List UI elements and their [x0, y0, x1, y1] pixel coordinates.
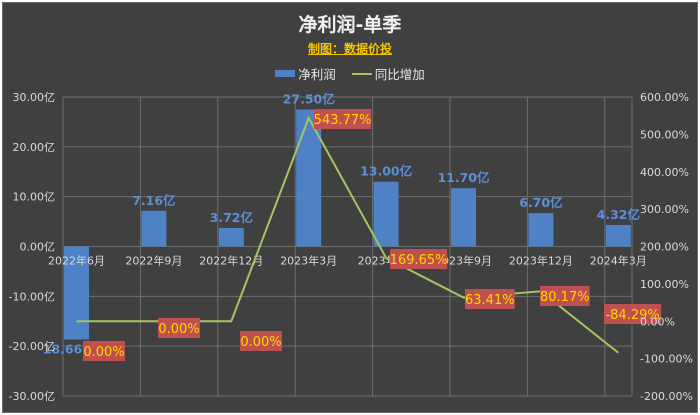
x-tick-label: 2023年3月 — [280, 254, 337, 268]
right-tick-label: -100.00% — [640, 353, 693, 366]
right-tick-label: 500.00% — [640, 128, 689, 141]
pct-label-box — [540, 286, 590, 306]
pct-label-box — [390, 249, 448, 269]
x-tick-label: 2023年9月 — [435, 254, 492, 268]
line-swatch-icon — [351, 72, 372, 75]
bar[interactable] — [296, 109, 322, 247]
left-tick-label: 10.00亿 — [13, 191, 56, 204]
pct-value-label: 169.65% — [390, 253, 448, 268]
pct-label-box — [158, 318, 200, 338]
pct-value-label: 80.17% — [540, 290, 590, 305]
right-tick-label: 100.00% — [640, 278, 689, 291]
left-tick-label: -10.00亿 — [9, 290, 55, 303]
pct-label-box — [314, 109, 372, 129]
bar[interactable] — [373, 181, 399, 247]
x-tick-label: 2022年12月 — [199, 254, 263, 268]
pct-label-box — [465, 289, 515, 309]
left-tick-label: 0.00亿 — [20, 241, 56, 254]
pct-value-label: 0.00% — [158, 322, 199, 337]
pct-label-box — [83, 341, 125, 361]
left-tick-label: -20.00亿 — [9, 340, 55, 353]
pct-value-label: -84.29% — [605, 308, 659, 323]
right-tick-label: 300.00% — [640, 203, 689, 216]
bar-value-label: 3.72亿 — [210, 210, 253, 225]
chart-subtitle: 制图：数据价投 — [307, 42, 392, 56]
bar[interactable] — [605, 224, 631, 247]
right-axis: 600.00% 500.00% 400.00% 300.00% 200.00% 100.0… — [640, 91, 693, 403]
bar-value-label: 4.32亿 — [597, 207, 640, 222]
right-tick-label: 600.00% — [640, 91, 689, 104]
pct-label-box — [604, 304, 662, 324]
left-tick-label: 30.00亿 — [13, 91, 56, 104]
bar-value-label: 11.70亿 — [437, 170, 489, 185]
bar-data-labels: 18.66 7.16亿 3.72亿 27.50亿 13.00亿 11.70亿 6.70亿 4.… — [43, 91, 640, 356]
bar[interactable] — [528, 213, 554, 247]
bar-value-label: 27.50亿 — [283, 91, 335, 106]
bar-series — [64, 109, 631, 340]
legend-label-net-profit: 净利润 — [298, 67, 336, 82]
bar-value-label: 6.70亿 — [519, 195, 562, 210]
left-axis: 30.00亿 20.00亿 10.00亿 0.00亿 -10.00亿 -20.00亿 -30… — [9, 91, 55, 403]
pct-label-box — [240, 331, 282, 351]
chart-title: 净利润-单季 — [298, 14, 402, 36]
bar[interactable] — [64, 246, 89, 340]
bar-swatch-icon — [275, 70, 296, 77]
left-tick-label: 20.00亿 — [13, 141, 56, 154]
bar[interactable] — [218, 227, 244, 247]
right-tick-label: -200.00% — [640, 390, 693, 403]
line-data-labels: 0.00% 0.00% 0.00% 543.77% 169.65% 63.41% 80.17… — [83, 109, 662, 361]
pct-value-label: 543.77% — [314, 113, 372, 128]
pct-value-label: 0.00% — [83, 345, 124, 360]
left-tick-label: -30.00亿 — [9, 390, 55, 403]
x-tick-label: 2023年12月 — [509, 254, 573, 268]
gridlines — [62, 96, 633, 397]
bar-value-label: 7.16亿 — [132, 193, 175, 208]
right-tick-label: 400.00% — [640, 166, 689, 179]
legend: 净利润 同比增加 — [0, 64, 700, 83]
x-tick-label: 2024年3月 — [590, 254, 647, 268]
x-tick-label: 2022年6月 — [48, 254, 105, 268]
x-axis-labels: 2022年6月 2022年9月 2022年12月 2023年3月 2023年6月 2023… — [48, 254, 647, 268]
legend-item-net-profit[interactable]: 净利润 — [275, 64, 336, 83]
right-tick-label: 0.00% — [640, 315, 675, 328]
bar[interactable] — [451, 188, 476, 247]
bar[interactable] — [141, 210, 167, 247]
pct-value-label: 63.41% — [465, 293, 515, 308]
bar-value-label: 18.66 — [43, 341, 83, 356]
bar-value-label: 13.00亿 — [360, 164, 412, 179]
legend-item-yoy[interactable]: 同比增加 — [351, 64, 425, 83]
right-tick-label: 200.00% — [640, 241, 689, 254]
pct-value-label: 0.00% — [240, 335, 281, 350]
legend-label-yoy: 同比增加 — [374, 67, 425, 82]
x-tick-label: 2022年9月 — [125, 254, 182, 268]
